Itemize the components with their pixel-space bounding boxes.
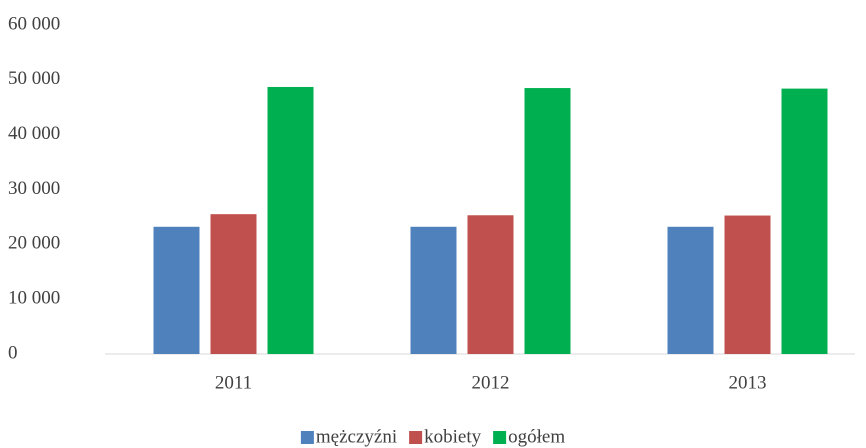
- bar: [781, 88, 828, 355]
- legend-label: mężczyźni: [316, 426, 397, 447]
- bar: [667, 226, 714, 354]
- legend-swatch: [409, 431, 423, 444]
- legend-swatch: [300, 431, 314, 444]
- y-tick-label: 30 000: [8, 178, 60, 199]
- x-tick-label: 2011: [215, 372, 252, 393]
- y-tick-label: 60 000: [8, 13, 60, 34]
- bar: [153, 226, 200, 354]
- y-tick-label: 20 000: [8, 233, 60, 254]
- legend-label: ogółem: [508, 426, 565, 447]
- legend-label: kobiety: [424, 426, 481, 447]
- y-tick-label: 10 000: [8, 288, 60, 309]
- bar: [210, 214, 257, 354]
- y-tick-label: 0: [8, 342, 18, 363]
- x-tick-label: 2013: [729, 372, 767, 393]
- bar: [410, 226, 457, 354]
- legend-swatch: [493, 431, 507, 444]
- y-tick-label: 50 000: [8, 68, 60, 89]
- bar: [724, 215, 771, 354]
- bar: [467, 215, 514, 354]
- bar: [524, 88, 571, 354]
- bar: [267, 86, 314, 354]
- y-tick-label: 40 000: [8, 123, 60, 144]
- x-tick-label: 2012: [472, 372, 510, 393]
